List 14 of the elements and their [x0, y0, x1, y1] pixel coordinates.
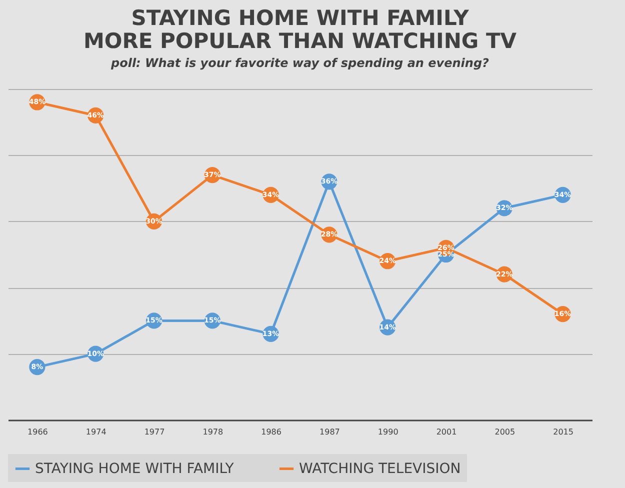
x-tick-label: 1966 [28, 428, 48, 436]
x-tick-label: 1974 [86, 428, 106, 436]
x-tick-label: 2001 [436, 428, 457, 436]
x-tick-label: 1986 [261, 428, 282, 436]
x-tick-label: 1990 [378, 428, 398, 436]
x-tick-label: 1978 [202, 428, 224, 436]
legend-label: WATCHING TELEVISION [299, 460, 461, 477]
x-tick-label: 2005 [494, 428, 516, 436]
x-tick-label: 2015 [553, 428, 574, 436]
x-tick-label: 1987 [320, 428, 340, 436]
x-tick-label: 1977 [144, 428, 165, 436]
chart-subtitle: poll: What is your favorite way of spending an evening? [110, 56, 490, 70]
legend-label: STAYING HOME WITH FAMILY [35, 460, 234, 477]
chart-title: STAYING HOME WITH FAMILY MORE POPULAR THAN WATCHING TV [83, 6, 518, 53]
